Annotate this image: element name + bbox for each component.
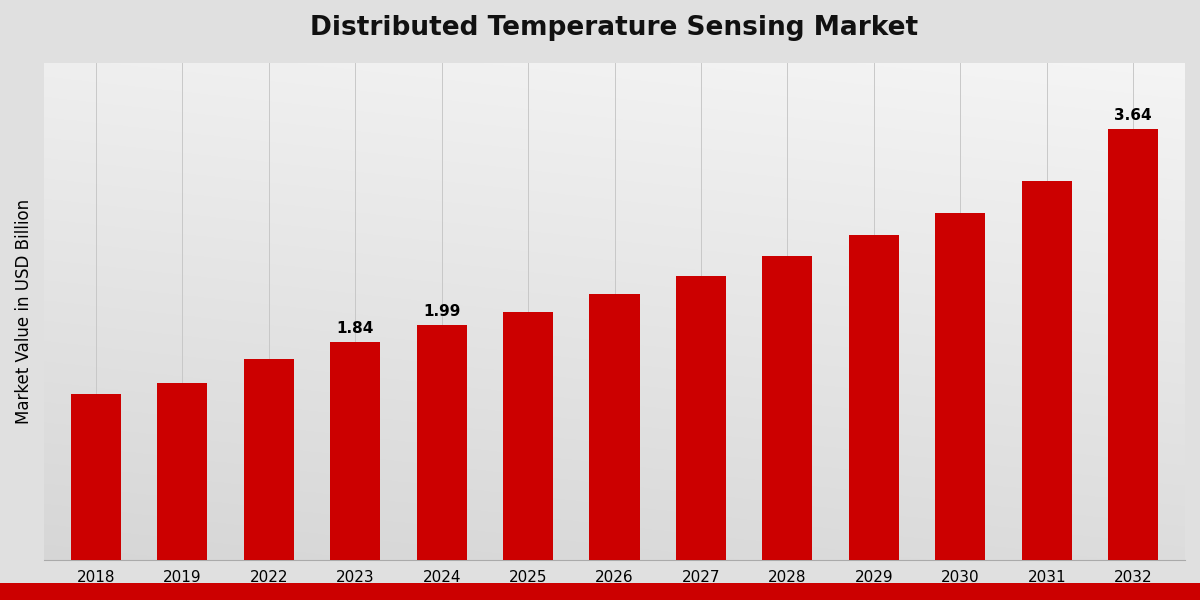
Bar bbox=[676, 276, 726, 560]
Bar bbox=[1021, 181, 1072, 560]
Bar bbox=[71, 394, 121, 560]
Bar bbox=[157, 383, 208, 560]
Text: 3.64: 3.64 bbox=[1115, 108, 1152, 123]
Bar bbox=[848, 235, 899, 560]
Bar bbox=[330, 343, 380, 560]
Bar bbox=[935, 213, 985, 560]
Bar bbox=[589, 294, 640, 560]
Y-axis label: Market Value in USD Billion: Market Value in USD Billion bbox=[14, 199, 34, 424]
Text: 1.84: 1.84 bbox=[336, 322, 374, 337]
Bar bbox=[1108, 129, 1158, 560]
Bar bbox=[244, 359, 294, 560]
Bar bbox=[416, 325, 467, 560]
Title: Distributed Temperature Sensing Market: Distributed Temperature Sensing Market bbox=[311, 15, 919, 41]
Text: 1.99: 1.99 bbox=[424, 304, 461, 319]
Bar bbox=[762, 256, 812, 560]
Bar bbox=[503, 311, 553, 560]
